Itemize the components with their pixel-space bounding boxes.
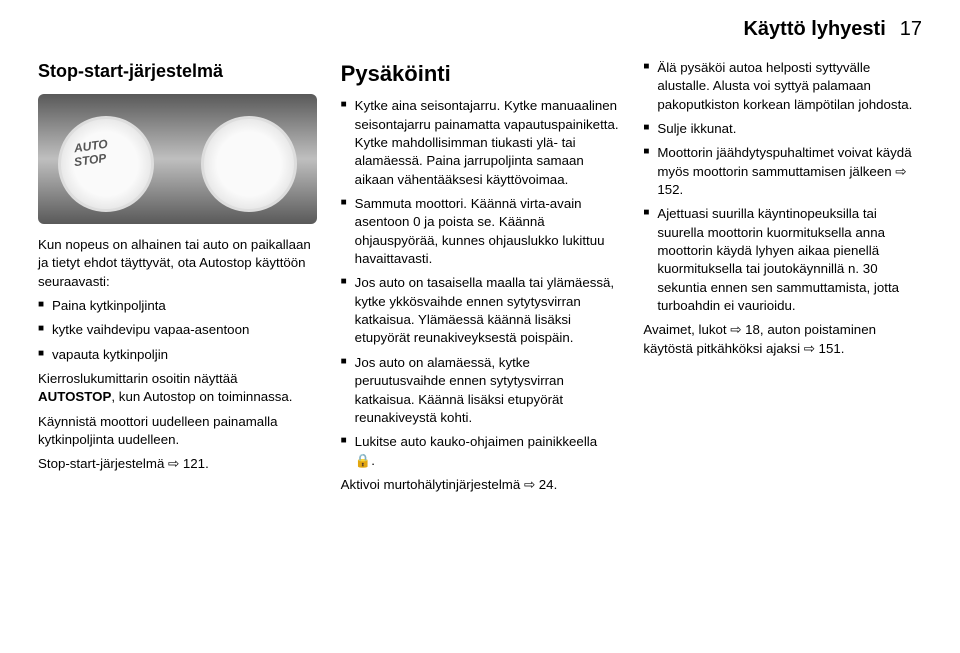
text: Kierroslukumittarin osoitin näyttää [38,371,238,386]
col1-p3: Stop-start-järjestelmä ⇨ 121. [38,455,317,473]
list-item: Sammuta moottori. Käännä virta-avain ase… [341,195,620,268]
page-number: 17 [900,18,922,41]
list-item: Älä pysäköi autoa helposti syttyvälle al… [643,59,922,114]
list-item: Paina kytkinpoljinta [38,297,317,315]
list-item: Jos auto on tasaisella maalla tai ylämäe… [341,274,620,347]
column-3: Älä pysäköi autoa helposti syttyvälle al… [643,59,922,500]
stop-start-heading: Stop-start-järjestelmä [38,59,317,84]
col1-p2: Käynnistä moottori uudelleen painamalla … [38,413,317,450]
column-1: Stop-start-järjestelmä AUTO STOP Kun nop… [38,59,317,500]
list-item: Kytke aina seisontajarru. Kytke manuaali… [341,97,620,189]
column-2: Pysäköinti Kytke aina seisontajarru. Kyt… [341,59,620,500]
dashboard-gauge-image: AUTO STOP [38,94,317,224]
col1-intro: Kun nopeus on alhainen tai auto on paika… [38,236,317,291]
content-columns: Stop-start-järjestelmä AUTO STOP Kun nop… [38,59,922,500]
gauge-dial-right [201,116,297,212]
parking-heading: Pysäköinti [341,59,620,89]
col1-steps: Paina kytkinpoljinta kytke vaihdevipu va… [38,297,317,364]
col3-after: Avaimet, lukot ⇨ 18, auton poistaminen k… [643,321,922,358]
col2-list: Kytke aina seisontajarru. Kytke manuaali… [341,97,620,470]
list-item: vapauta kytkinpoljin [38,346,317,364]
list-item: Sulje ikkunat. [643,120,922,138]
list-item: Jos auto on alamäessä, kytke peruutusvai… [341,354,620,427]
list-item: Ajettuasi suurilla käyntinopeuksilla tai… [643,205,922,315]
page-header: Käyttö lyhyesti 17 [38,18,922,41]
col3-list: Älä pysäköi autoa helposti syttyvälle al… [643,59,922,315]
col2-after: Aktivoi murtohälytinjärjestelmä ⇨ 24. [341,476,620,494]
section-title: Käyttö lyhyesti [743,18,885,41]
list-item: Lukitse auto kauko-ohjaimen painikkeella… [341,433,620,470]
text: , kun Autostop on toiminnassa. [111,389,292,404]
col1-p1: Kierroslukumittarin osoitin näyttää AUTO… [38,370,317,407]
list-item: kytke vaihdevipu vapaa-asentoon [38,321,317,339]
autostop-bold: AUTOSTOP [38,389,111,404]
manual-page: Käyttö lyhyesti 17 Stop-start-järjestelm… [0,0,960,500]
list-item: Moottorin jäähdytyspuhaltimet voivat käy… [643,144,922,199]
